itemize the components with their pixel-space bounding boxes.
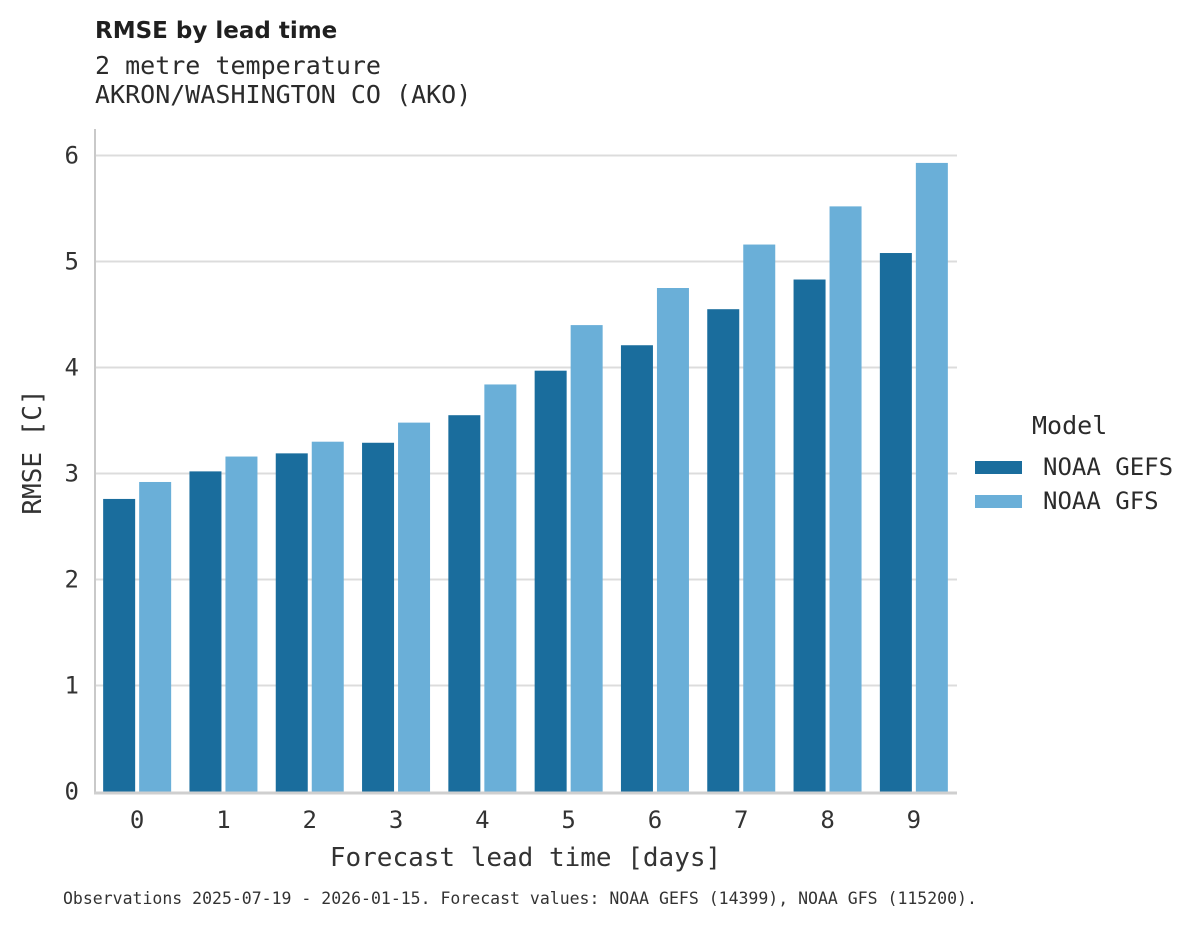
x-axis-title: Forecast lead time [days]	[329, 843, 722, 873]
y-tick-label-3: 3	[65, 460, 79, 488]
bar-noaa-gefs-lead-4	[448, 415, 481, 792]
bar-noaa-gfs-lead-4	[484, 384, 517, 792]
x-tick-label-4: 4	[475, 806, 489, 834]
legend-title: Model	[1032, 411, 1108, 440]
x-tick-label-1: 1	[216, 806, 230, 834]
y-tick-label-0: 0	[65, 778, 79, 806]
gridline-y1	[96, 684, 957, 687]
bar-noaa-gfs-lead-8	[829, 206, 862, 792]
gefs-color-swatch	[975, 460, 1022, 474]
y-tick-label-2: 2	[65, 566, 79, 594]
caption-observations: Observations 2025-07-19 - 2026-01-15. Fo…	[63, 889, 977, 908]
bar-noaa-gefs-lead-6	[620, 345, 653, 792]
bar-noaa-gefs-lead-9	[879, 253, 912, 792]
bar-noaa-gefs-lead-2	[275, 453, 308, 792]
bar-noaa-gefs-lead-1	[189, 471, 222, 792]
x-tick-label-3: 3	[389, 806, 403, 834]
gridline-y5	[96, 260, 957, 263]
bar-noaa-gfs-lead-7	[743, 244, 776, 792]
bar-noaa-gfs-lead-2	[311, 441, 344, 792]
bar-noaa-gfs-lead-5	[570, 325, 603, 792]
x-tick-label-0: 0	[130, 806, 144, 834]
gridline-y6	[96, 154, 957, 157]
legend: Model NOAA GEFS NOAA GFS	[975, 411, 1174, 515]
bar-noaa-gfs-lead-0	[139, 481, 172, 792]
legend-label-gefs: NOAA GEFS	[1043, 453, 1174, 481]
bar-noaa-gfs-lead-3	[398, 422, 431, 792]
x-tick-label-2: 2	[303, 806, 317, 834]
subtitle-station: AKRON/WASHINGTON CO (AKO)	[95, 80, 472, 109]
bar-noaa-gefs-lead-0	[103, 498, 136, 792]
bar-noaa-gefs-lead-3	[362, 442, 395, 792]
y-tick-label-1: 1	[65, 672, 79, 700]
x-tick-label-7: 7	[734, 806, 748, 834]
gfs-color-swatch	[975, 494, 1022, 508]
x-tick-label-6: 6	[648, 806, 662, 834]
chart-subtitle: 2 metre temperature AKRON/WASHINGTON CO …	[95, 51, 471, 109]
subtitle-variable: 2 metre temperature	[95, 51, 381, 80]
bar-noaa-gefs-lead-8	[793, 279, 826, 792]
bar-noaa-gefs-lead-7	[707, 309, 740, 792]
legend-item-noaa-gfs: NOAA GFS	[975, 487, 1173, 515]
x-tick-label-5: 5	[561, 806, 575, 834]
bar-noaa-gefs-lead-5	[534, 370, 567, 792]
gridline-y2	[96, 578, 957, 581]
gridline-y4	[96, 366, 957, 369]
y-tick-label-4: 4	[65, 354, 79, 382]
y-tick-label-5: 5	[65, 248, 79, 276]
chart-title: RMSE by lead time	[95, 18, 338, 44]
y-axis-title: RMSE [C]	[18, 389, 48, 515]
x-tick-label-9: 9	[907, 806, 921, 834]
gridline-y3	[96, 472, 957, 475]
bar-noaa-gfs-lead-1	[225, 456, 258, 792]
bar-noaa-gfs-lead-9	[915, 162, 948, 792]
y-tick-label-6: 6	[65, 142, 79, 170]
x-tick-label-8: 8	[820, 806, 834, 834]
x-axis-spine	[94, 791, 957, 795]
legend-item-noaa-gefs: NOAA GEFS	[975, 453, 1174, 481]
bar-noaa-gfs-lead-6	[656, 288, 689, 792]
y-axis-spine	[94, 129, 96, 795]
legend-label-gfs: NOAA GFS	[1043, 487, 1159, 515]
